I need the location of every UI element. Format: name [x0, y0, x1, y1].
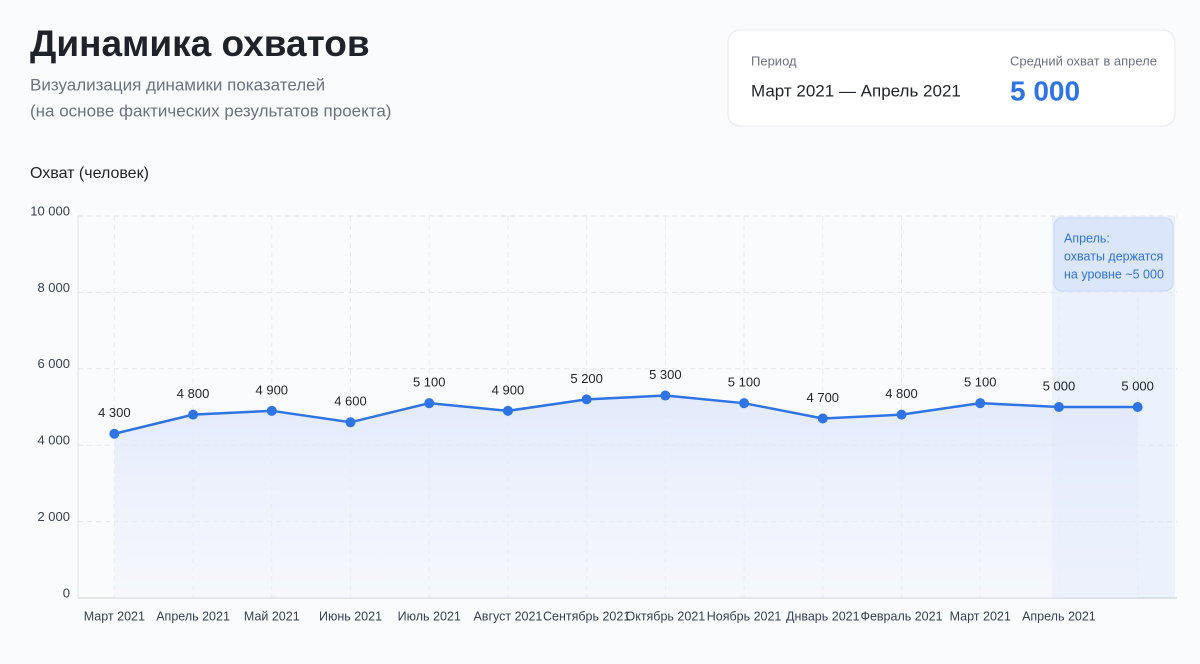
point	[581, 394, 592, 405]
period-label: Период	[751, 53, 797, 68]
x-tick-label: Октябрь 2021	[625, 609, 705, 623]
point	[188, 409, 199, 420]
annotation-box	[1053, 217, 1174, 292]
summary-card	[727, 29, 1176, 127]
value-label: 4 600	[334, 394, 367, 409]
title: Динамика охватов	[30, 23, 370, 64]
subtitle: (на основе фактических результатов проек…	[30, 101, 391, 120]
point	[266, 405, 277, 416]
value-label: 5 100	[964, 375, 997, 390]
y-tick-label: 4 000	[37, 433, 70, 448]
value-label: 5 200	[570, 371, 603, 386]
avg-value: 5 000	[1010, 75, 1080, 106]
point	[502, 405, 513, 416]
value-label: 4 700	[807, 390, 840, 405]
annotation: Апрель:	[1064, 231, 1110, 245]
area	[114, 395, 1138, 598]
x-tick-label: Апрель 2021	[156, 609, 230, 623]
value-label: 5 100	[413, 375, 446, 390]
point	[109, 428, 120, 439]
annotation: охваты держатся	[1064, 249, 1163, 263]
x-tick-label: Июль 2021	[398, 609, 461, 623]
y-tick-label: 10 000	[30, 203, 70, 218]
x-tick-label: Днварь 2021	[786, 609, 860, 623]
point	[1053, 402, 1064, 412]
y-tick-label: 6 000	[37, 356, 70, 371]
avg-label: Средний охват в апреле	[1010, 53, 1157, 68]
point	[345, 417, 356, 428]
x-tick-label: Июнь 2021	[319, 609, 382, 623]
point	[896, 409, 907, 420]
value-label: 5 000	[1121, 378, 1154, 393]
x-tick-label: Ноябрь 2021	[707, 609, 782, 623]
point	[739, 398, 750, 409]
value-label: 4 300	[98, 405, 131, 420]
value-label: 5 300	[649, 367, 682, 382]
line	[114, 394, 1138, 435]
y-tick-label: 2 000	[37, 509, 70, 524]
x-tick-label: Март 2021	[950, 609, 1011, 623]
x-tick-label: Март 2021	[84, 609, 145, 623]
annotation: на уровне ~5 000	[1064, 267, 1164, 281]
subtitle: Визуализация динамики показателей	[30, 75, 325, 94]
period: Март 2021 — Апрель 2021	[751, 81, 961, 100]
value-label: 5 100	[728, 375, 761, 390]
y-tick-label: 8 000	[37, 280, 70, 295]
point	[1132, 402, 1143, 412]
x-tick-label: Август 2021	[473, 609, 542, 623]
x-tick-label: Апрель 2021	[1022, 609, 1096, 623]
value-label: 4 800	[885, 386, 918, 401]
value-label: 4 900	[492, 382, 525, 397]
point	[660, 390, 671, 401]
x-tick-label: Сентябрь 2021	[543, 609, 630, 623]
value-label: 4 900	[256, 382, 289, 397]
y-tick-label: 0	[63, 585, 70, 600]
y-axis-label: Охват (человек)	[30, 165, 149, 182]
value-label: 5 000	[1043, 378, 1076, 393]
value-label: 4 800	[177, 386, 210, 401]
x-tick-label: Май 2021	[244, 609, 300, 623]
x-tick-label: Февраль 2021	[860, 609, 942, 623]
point	[424, 398, 435, 409]
point	[975, 398, 986, 409]
point	[817, 413, 828, 424]
